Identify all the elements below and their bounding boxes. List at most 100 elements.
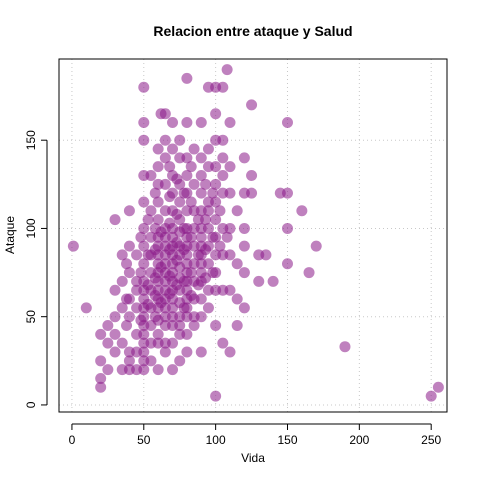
data-point [224, 187, 236, 199]
data-point [195, 187, 207, 199]
data-point [231, 320, 243, 332]
data-point [181, 187, 193, 199]
data-point [181, 72, 193, 84]
data-point [188, 178, 200, 190]
data-point [159, 346, 171, 358]
data-point [238, 152, 250, 164]
data-point [221, 64, 233, 76]
y-tick-label: 100 [24, 218, 38, 238]
data-point [246, 99, 258, 111]
data-point [281, 187, 293, 199]
data-point [260, 249, 272, 261]
data-point [167, 337, 179, 349]
data-point [174, 134, 186, 146]
data-point [123, 240, 135, 252]
data-point [202, 258, 214, 270]
data-point [138, 222, 150, 234]
data-point [116, 302, 128, 314]
data-point [138, 134, 150, 146]
data-point [207, 187, 219, 199]
data-point [102, 320, 114, 332]
data-point [224, 284, 236, 296]
data-point [303, 267, 315, 279]
data-point [195, 293, 207, 305]
data-point [152, 364, 164, 376]
data-point [145, 205, 157, 217]
data-point [121, 320, 133, 332]
data-point [109, 311, 121, 323]
data-point [174, 320, 186, 332]
data-point [167, 364, 179, 376]
data-point [167, 143, 179, 155]
data-point [95, 372, 107, 384]
data-point [95, 381, 107, 393]
x-axis: 0 50 100 150 200 250 [69, 423, 442, 447]
y-axis: 0 50 100 150 [24, 130, 48, 408]
data-point [152, 328, 164, 340]
data-point [195, 169, 207, 181]
data-point [202, 302, 214, 314]
data-point [174, 178, 186, 190]
data-point [238, 240, 250, 252]
data-point [231, 258, 243, 270]
chart-title: Relacion entre ataque y Salud [153, 23, 352, 39]
data-point [185, 267, 197, 279]
data-point [195, 231, 207, 243]
data-point [152, 196, 164, 208]
data-point [231, 205, 243, 217]
data-point [296, 205, 308, 217]
data-point [202, 240, 214, 252]
x-tick-label: 200 [349, 433, 369, 447]
data-point [164, 161, 176, 173]
data-point [109, 214, 121, 226]
data-point [135, 231, 147, 243]
data-point [135, 267, 147, 279]
plot-frame [58, 58, 448, 413]
data-point [281, 222, 293, 234]
data-point [231, 293, 243, 305]
data-point [121, 258, 133, 270]
data-point [116, 275, 128, 287]
data-point [181, 117, 193, 129]
x-tick-label: 0 [69, 433, 76, 447]
data-point [210, 196, 222, 208]
data-point [181, 346, 193, 358]
data-point [310, 240, 322, 252]
x-tick-label: 50 [137, 433, 151, 447]
data-point [238, 302, 250, 314]
data-point [202, 143, 214, 155]
data-point [253, 275, 265, 287]
data-point [123, 205, 135, 217]
data-point [152, 214, 164, 226]
data-point [174, 196, 186, 208]
data-point [123, 355, 135, 367]
data-point [210, 161, 222, 173]
data-point [80, 302, 92, 314]
data-point [174, 355, 186, 367]
data-point [116, 249, 128, 261]
data-point [138, 346, 150, 358]
data-point [246, 169, 258, 181]
data-point [224, 346, 236, 358]
data-point [95, 355, 107, 367]
data-point [159, 134, 171, 146]
data-point [138, 240, 150, 252]
data-point [109, 284, 121, 296]
data-point [195, 152, 207, 164]
data-point [109, 346, 121, 358]
data-point [210, 108, 222, 120]
data-point [224, 161, 236, 173]
data-point [109, 328, 121, 340]
data-point [217, 134, 229, 146]
data-point [95, 328, 107, 340]
data-point [195, 311, 207, 323]
data-point [138, 258, 150, 270]
y-tick-label: 50 [24, 310, 38, 324]
data-point [224, 117, 236, 129]
data-point [185, 161, 197, 173]
data-point [214, 205, 226, 217]
data-point [210, 214, 222, 226]
data-point [181, 249, 193, 261]
data-point [210, 390, 222, 402]
